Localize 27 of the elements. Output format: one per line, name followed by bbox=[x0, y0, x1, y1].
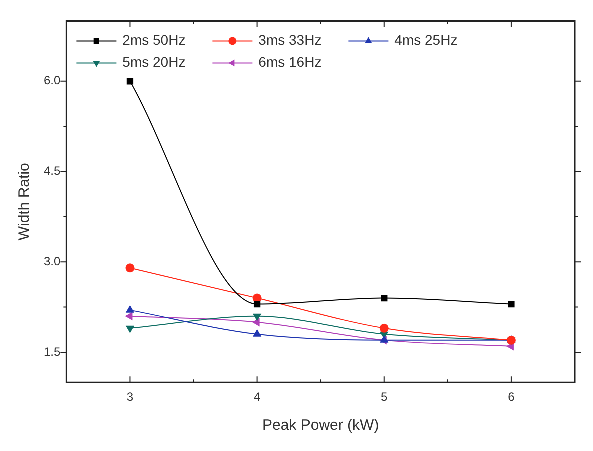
x-tick-label: 3 bbox=[126, 390, 134, 404]
legend-label: 3ms 33Hz bbox=[258, 32, 322, 48]
point bbox=[252, 318, 260, 326]
legend-label: 2ms 50Hz bbox=[122, 32, 186, 48]
point bbox=[253, 330, 262, 337]
y-tick-label: 6.0 bbox=[44, 74, 61, 88]
point bbox=[126, 264, 135, 273]
point bbox=[508, 300, 515, 308]
x-axis-title: Peak Power (kW) bbox=[262, 417, 380, 434]
point bbox=[254, 300, 261, 308]
point bbox=[253, 314, 262, 321]
point bbox=[126, 306, 134, 313]
x-tick-label: 5 bbox=[381, 390, 388, 404]
point bbox=[381, 294, 388, 302]
legend-label: 6ms 16Hz bbox=[258, 54, 322, 70]
point bbox=[380, 324, 389, 333]
legend-label: 4ms 25Hz bbox=[394, 32, 458, 48]
x-tick-label: 4 bbox=[254, 390, 261, 404]
y-tick-label: 3.0 bbox=[44, 254, 61, 268]
y-axis-title: Width Ratio bbox=[16, 163, 34, 241]
legend-label: 5ms 20Hz bbox=[122, 54, 186, 70]
point bbox=[126, 312, 133, 320]
x-tick-label: 6 bbox=[508, 390, 516, 404]
y-tick-label: 4.5 bbox=[44, 164, 61, 178]
y-tick-label: 1.5 bbox=[44, 344, 61, 359]
point bbox=[126, 78, 134, 85]
point bbox=[126, 326, 134, 333]
